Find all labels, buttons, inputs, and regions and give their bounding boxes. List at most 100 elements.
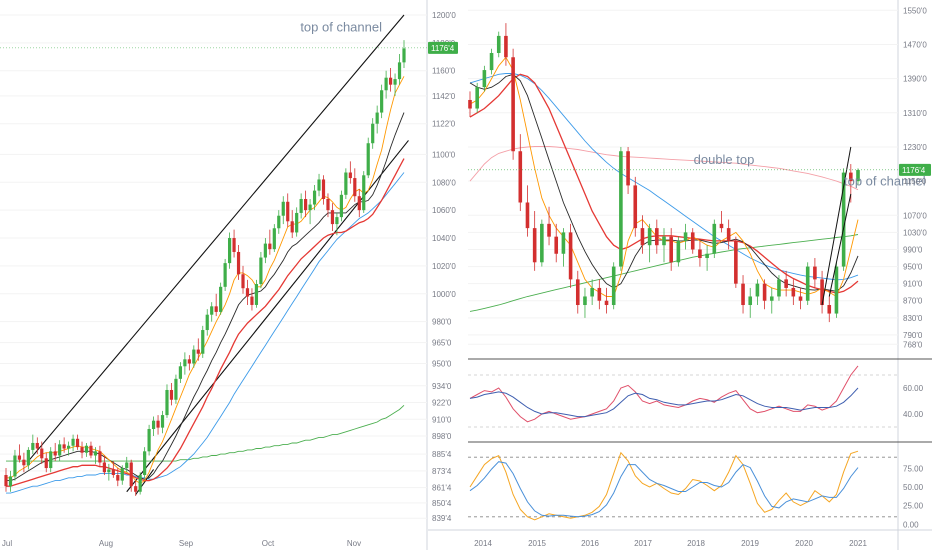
left-y-tick-label: 850'4 [432,499,452,508]
right-candle-body [482,70,487,88]
left-chart: top of channel 1200'01180'01160'01142'01… [0,0,458,550]
right-price-axis: 1550'0 1470'0 1390'0 1310'0 1230'0 1150'0 1070… [903,6,927,349]
right-y-tick-label: 950'0 [903,263,923,272]
right-x-tick-label: 2018 [687,539,705,548]
right-candle-body [726,228,731,241]
right-ma-pink-line [469,146,859,191]
left-candle-body [344,172,348,195]
right-x-tick-label: 2016 [581,539,599,548]
left-candle-body [187,359,191,364]
left-candle-body [53,451,57,456]
right-candle-body [841,172,846,267]
right-candle-body [813,266,817,280]
left-ma-fast-line [6,76,405,484]
left-y-tick-label: 1122'0 [432,120,456,129]
left-candle-body [268,243,272,250]
left-candle-body [89,445,93,456]
left-price-axis: 1200'01180'01160'01142'01122'01100'01080… [432,11,456,523]
left-y-tick-label: 885'4 [432,450,452,459]
left-candle-body [31,442,35,450]
stoch-series-1-line [469,461,859,518]
right-candle-body [719,223,724,229]
right-y-tick-label: 1230'0 [903,143,927,152]
left-candle-body [102,462,106,473]
right-price-tag-text: 1176'4 [902,166,926,175]
right-y-tick-label: 990'0 [903,245,923,254]
left-candle-body [62,444,66,449]
right-candle-body [762,283,767,301]
rsi-y-tick-label: 60.00 [903,384,924,393]
right-candle-body [554,236,559,254]
right-candle-body [597,287,602,301]
right-x-tick-label: 2020 [795,539,813,548]
stoch-y-tick-label: 25.00 [903,502,924,511]
left-price-tag-text: 1176'4 [431,44,455,53]
right-candle-body [518,151,523,203]
left-candle-body [227,238,232,264]
left-candle-body [22,459,26,466]
left-candle-body [134,486,138,492]
left-candle-body [44,458,48,469]
right-candle-body [741,283,745,306]
left-candle-body [165,389,169,416]
left-x-tick-label: Nov [347,539,361,548]
left-candle-body [362,175,366,211]
left-y-tick-label: 934'0 [432,382,452,391]
right-candle-body [683,232,688,241]
left-candle-body [174,378,178,400]
right-candle-body [583,296,587,306]
left-candle-body [80,447,84,453]
left-candle-body [339,194,343,218]
left-y-tick-label: 910'0 [432,415,452,424]
left-price-tag: 1176'4 [428,41,458,54]
left-ma-black-line [6,112,405,482]
left-candle-body [75,438,80,448]
rsi-y-tick-label: 40.00 [903,410,924,419]
left-candle-body [67,445,71,449]
right-candle-body [662,236,666,246]
left-candles[interactable] [4,40,406,496]
right-x-tick-label: 2017 [634,539,652,548]
left-y-tick-label: 839'4 [432,514,452,523]
left-candle-body [304,198,308,211]
right-candle-body [669,236,673,263]
left-y-tick-label: 1080'0 [432,178,456,187]
left-candle-body [295,212,299,233]
right-candle-body [676,240,681,263]
left-y-tick-label: 1000'0 [432,290,456,299]
right-y-tick-label: 1030'0 [903,228,927,237]
left-candle-body [357,196,361,211]
left-annotation-top-of-channel: top of channel [300,20,382,35]
right-candle-body [798,296,803,301]
left-candle-body [393,79,397,85]
rsi-pane: 60.00 40.00 [468,365,924,428]
left-y-tick-label: 861'4 [432,484,452,493]
left-candle-body [147,429,151,452]
left-ma-red-line [6,158,405,487]
right-candle-body [705,253,709,259]
left-moving-averages [6,76,405,494]
left-time-axis: Jul Aug Sep Oct Nov [2,539,361,548]
right-annotation-double-top: double top [694,152,755,167]
rsi-series-0-line [469,365,859,423]
left-x-tick-label: Oct [262,539,275,548]
left-candle-body [348,172,352,179]
left-x-tick-label: Sep [179,539,194,548]
right-y-tick-label: 1070'0 [903,211,927,220]
left-y-tick-label: 965'0 [432,339,452,348]
right-candle-body [827,305,832,314]
left-candle-body [214,306,218,312]
left-candle-body [192,349,196,364]
left-candle-body [263,243,267,258]
right-candles[interactable] [468,23,860,323]
left-candle-body [281,201,285,216]
right-y-tick-label: 1390'0 [903,75,927,84]
right-y-tick-label: 1550'0 [903,6,927,15]
right-candle-body [489,52,494,71]
left-candle-body [143,451,147,476]
right-candle-body [805,266,810,301]
stochastic-pane: 75.00 50.00 25.00 0.00 [468,450,924,529]
left-y-tick-label: 1142'0 [432,92,456,101]
right-candle-body [734,240,738,284]
